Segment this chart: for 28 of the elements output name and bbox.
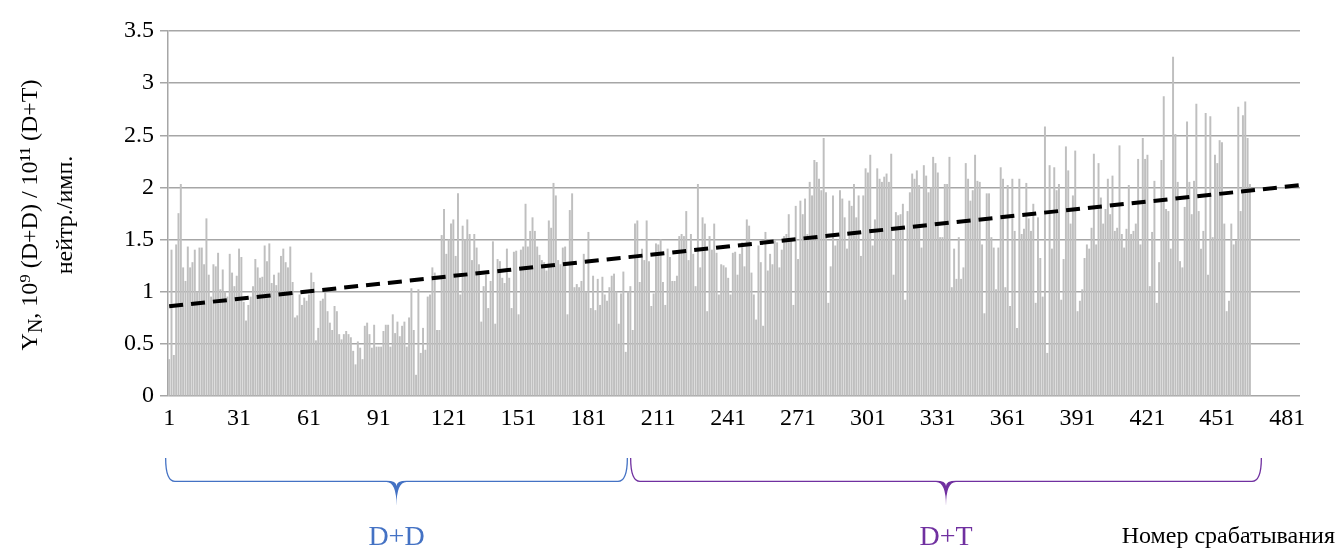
x-tick-label: 61 (296, 403, 321, 430)
text: D+D (368, 520, 425, 552)
x-tick-label: 361 (989, 403, 1026, 430)
x-tick-label: 151 (500, 403, 537, 430)
x-tick-label: 241 (710, 403, 747, 430)
x-tick-label: 271 (780, 403, 817, 430)
x-tick-label: 481 (1269, 403, 1306, 430)
x-tick-label: 331 (919, 403, 956, 430)
x-tick-label: 91 (366, 403, 391, 430)
y-tick-label: 2.5 (124, 120, 154, 147)
y-tick-label: 2 (142, 172, 154, 199)
x-tick-label: 421 (1129, 403, 1166, 430)
x-tick-label: 121 (430, 403, 467, 430)
x-tick-label: 451 (1199, 403, 1236, 430)
x-tick-label: 31 (227, 403, 252, 430)
y-tick-label: 3 (142, 68, 154, 95)
y-tick-label: 0 (142, 381, 154, 408)
y-tick-label: 0.5 (124, 329, 154, 356)
x-tick-label: 211 (640, 403, 676, 430)
text: D+T (919, 520, 973, 552)
y-tick-label: 1 (142, 277, 154, 304)
x-tick-label: 181 (570, 403, 607, 430)
x-tick-label: 391 (1059, 403, 1096, 430)
x-tick-label: 1 (163, 403, 176, 430)
y-tick-label: 1.5 (124, 224, 154, 251)
x-axis-title: Номер срабатывания (1121, 522, 1335, 549)
y-tick-label: 3.5 (124, 16, 154, 43)
x-tick-label: 301 (849, 403, 886, 430)
